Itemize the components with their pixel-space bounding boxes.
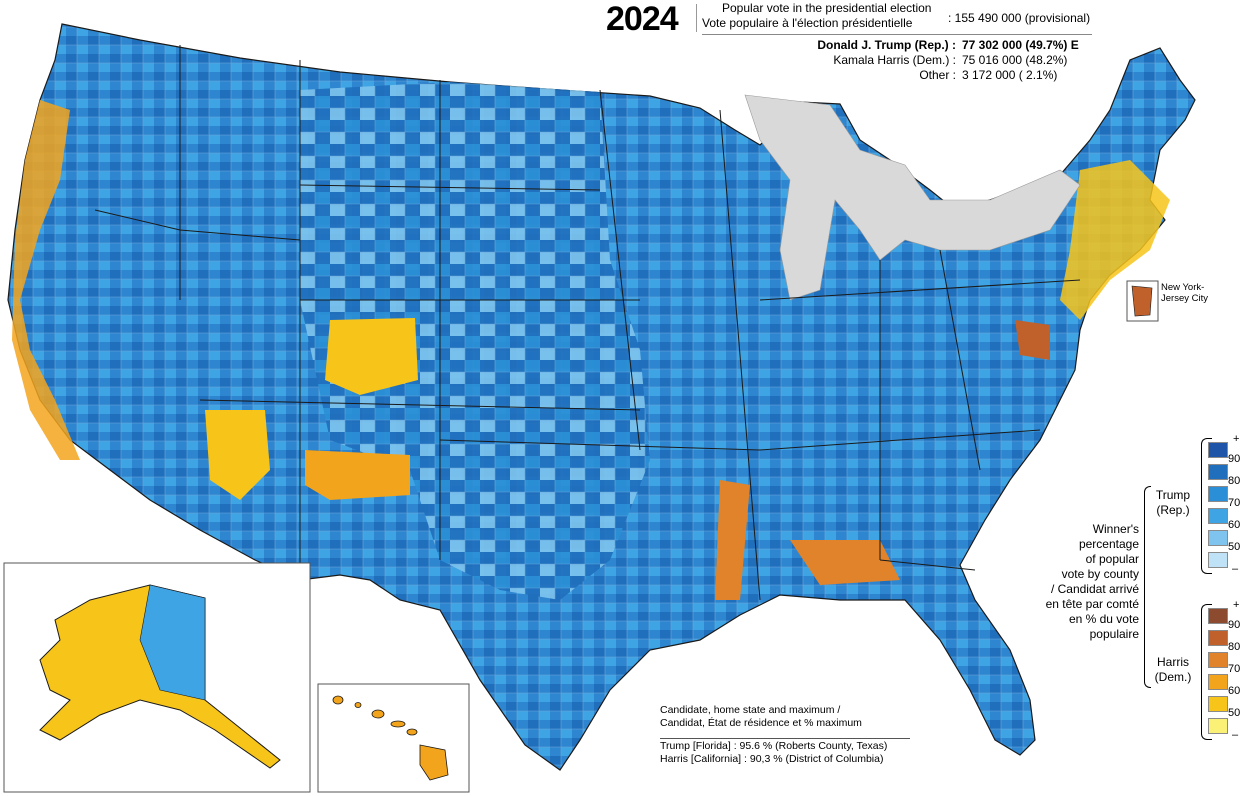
header-rule	[702, 34, 1092, 35]
harris-swatch	[1208, 630, 1228, 646]
colorado-harris	[325, 318, 418, 395]
trump-swatch	[1208, 486, 1228, 502]
trump-swatch	[1208, 442, 1228, 458]
harris-brace	[1201, 604, 1212, 740]
result-value: 77 302 000 (49.7%) E	[962, 38, 1079, 52]
plains-region	[300, 82, 650, 600]
new-mexico-harris	[305, 450, 410, 500]
harris-minus-label: –	[1232, 729, 1239, 741]
trump-swatch	[1208, 508, 1228, 524]
harris-swatch	[1208, 674, 1228, 690]
trump-minus-label: –	[1232, 563, 1239, 575]
harris-plus-label: +	[1233, 599, 1240, 611]
title-en: Popular vote in the presidential electio…	[722, 1, 932, 15]
legend-group-brace	[1144, 486, 1151, 688]
trump-swatch	[1208, 552, 1228, 568]
southwest-harris	[205, 410, 270, 500]
state-borders	[94, 45, 1081, 601]
election-year: 2024	[606, 0, 679, 38]
trump-tick-label: 60	[1228, 519, 1241, 531]
result-name: Donald J. Trump (Rep.) :	[817, 38, 956, 52]
trump-plus-label: +	[1233, 433, 1240, 445]
info-trump: Trump [Florida] : 95.6 % (Roberts County…	[660, 740, 888, 752]
result-value: 75 016 000 (48.2%)	[962, 53, 1068, 67]
ny-inset-label: New York- Jersey City	[1161, 282, 1208, 304]
mississippi-delta-harris	[715, 480, 750, 600]
info-rule	[660, 738, 910, 739]
result-value: 3 172 000 ( 2.1%)	[962, 68, 1058, 82]
harris-swatch	[1208, 652, 1228, 668]
info-heading-fr: Candidat, État de résidence et % maximum	[660, 717, 862, 729]
trump-tick-label: 80	[1228, 475, 1241, 487]
trump-tick-label: 70	[1228, 497, 1241, 509]
west-coast-harris	[12, 100, 80, 460]
title-divider	[696, 4, 697, 32]
result-name: Kamala Harris (Dem.) :	[833, 53, 956, 67]
harris-tick-label: 50	[1228, 707, 1241, 719]
harris-legend-label: Harris (Dem.)	[1154, 655, 1192, 684]
info-harris: Harris [California] : 90,3 % (District o…	[660, 753, 884, 765]
trump-tick-label: 90	[1228, 453, 1241, 465]
ny-inset-map	[1131, 285, 1153, 317]
legend-caption: Winner's percentage of popular vote by coun…	[1045, 522, 1139, 641]
harris-tick-label: 70	[1228, 663, 1241, 675]
trump-swatch	[1208, 530, 1228, 546]
total-votes: : 155 490 000 (provisional)	[948, 11, 1091, 25]
trump-tick-label: 50	[1228, 541, 1241, 553]
trump-swatch	[1208, 464, 1228, 480]
info-heading-en: Candidate, home state and maximum /	[660, 704, 841, 716]
harris-tick-label: 80	[1228, 641, 1241, 653]
northeast-harris	[1060, 160, 1170, 320]
harris-tick-label: 60	[1228, 685, 1241, 697]
trump-legend-label: Trump (Rep.)	[1155, 488, 1191, 517]
dc-area-harris	[1015, 320, 1050, 360]
harris-swatch	[1208, 718, 1228, 734]
harris-tick-label: 90	[1228, 619, 1241, 631]
hawaii	[332, 695, 449, 781]
title-fr: Vote populaire à l'élection présidentiel…	[702, 16, 913, 30]
black-belt-harris	[790, 540, 900, 585]
result-name: Other :	[919, 68, 956, 82]
harris-swatch	[1208, 696, 1228, 712]
alaska-rep	[139, 584, 206, 701]
trump-brace	[1201, 438, 1212, 574]
harris-swatch	[1208, 608, 1228, 624]
